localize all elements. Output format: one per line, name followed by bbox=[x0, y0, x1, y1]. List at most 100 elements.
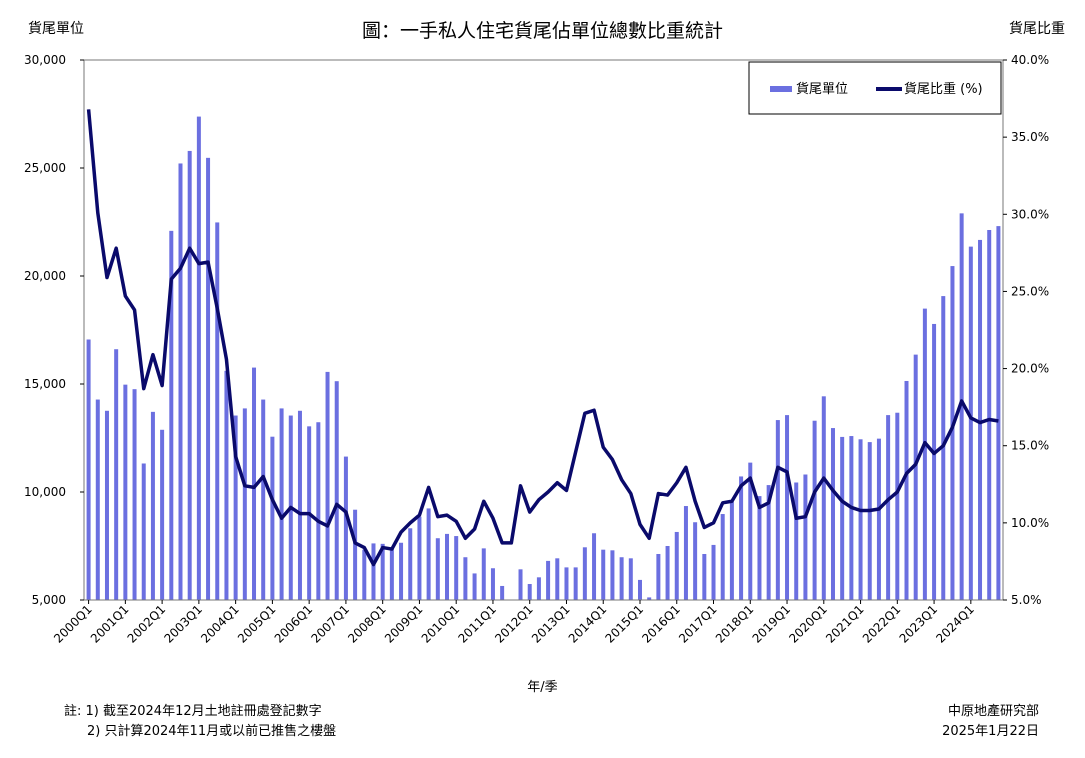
bar bbox=[123, 384, 128, 600]
note-1: 註: 1) 截至2024年12月土地註冊處登記數字 bbox=[64, 704, 322, 719]
x-tick-label: 2014Q1 bbox=[566, 602, 610, 646]
x-tick-label: 2000Q1 bbox=[51, 602, 95, 646]
bar bbox=[803, 474, 808, 600]
y-tick-label-left: 5,000 bbox=[32, 593, 66, 607]
x-tick-label: 2013Q1 bbox=[529, 602, 573, 646]
bar bbox=[371, 543, 376, 600]
bar bbox=[748, 462, 753, 600]
legend-bar-label: 貨尾單位 bbox=[796, 81, 848, 97]
bar bbox=[693, 522, 698, 600]
bar bbox=[316, 422, 321, 600]
bar bbox=[490, 568, 495, 600]
bar bbox=[169, 230, 174, 600]
bar bbox=[270, 436, 275, 600]
bar bbox=[150, 411, 155, 600]
x-tick-label: 2005Q1 bbox=[235, 602, 279, 646]
bar bbox=[463, 557, 468, 600]
x-tick-label: 2020Q1 bbox=[786, 602, 830, 646]
bar bbox=[785, 415, 790, 600]
chart-title: 圖：一手私人住宅貨尾佔單位總數比重統計 bbox=[361, 20, 723, 42]
legend-bar-swatch bbox=[770, 86, 792, 92]
bar bbox=[601, 549, 606, 600]
bar bbox=[196, 116, 201, 600]
bar bbox=[206, 157, 211, 600]
bar bbox=[555, 558, 560, 600]
y-tick-label-left: 30,000 bbox=[24, 53, 66, 67]
y-tick-label-right: 10.0% bbox=[1011, 516, 1049, 530]
bar bbox=[720, 514, 725, 600]
x-tick-label: 2023Q1 bbox=[897, 602, 941, 646]
bar bbox=[141, 463, 146, 600]
x-tick-label: 2009Q1 bbox=[382, 602, 426, 646]
bar bbox=[886, 415, 891, 600]
legend-line-label: 貨尾比重 (%) bbox=[904, 81, 983, 97]
bar bbox=[573, 567, 578, 600]
bar bbox=[729, 501, 734, 600]
y-tick-label-right: 35.0% bbox=[1011, 130, 1049, 144]
bar bbox=[426, 508, 431, 600]
bar bbox=[500, 585, 505, 600]
x-tick-label: 2007Q1 bbox=[308, 602, 352, 646]
bar bbox=[215, 222, 220, 600]
bar bbox=[849, 436, 854, 600]
bar bbox=[895, 412, 900, 600]
x-tick-label: 2021Q1 bbox=[823, 602, 867, 646]
bar bbox=[435, 538, 440, 600]
plot-frame bbox=[83, 59, 1004, 601]
bar bbox=[362, 549, 367, 600]
bar bbox=[932, 323, 937, 600]
bar bbox=[399, 542, 404, 600]
bar bbox=[408, 528, 413, 600]
bar bbox=[334, 381, 339, 600]
bar bbox=[978, 239, 983, 601]
x-tick-label: 2011Q1 bbox=[456, 602, 500, 646]
bar bbox=[279, 408, 284, 600]
bar bbox=[812, 420, 817, 600]
bar bbox=[941, 296, 946, 600]
y-tick-label-right: 5.0% bbox=[1011, 593, 1042, 607]
bar bbox=[950, 266, 955, 600]
x-tick-label: 2003Q1 bbox=[161, 602, 205, 646]
bar bbox=[996, 226, 1001, 600]
y-tick-label-right: 25.0% bbox=[1011, 284, 1049, 298]
bar bbox=[582, 547, 587, 600]
bar bbox=[160, 429, 165, 600]
bar bbox=[564, 567, 569, 600]
bar bbox=[224, 370, 229, 600]
y-tick-label-right: 15.0% bbox=[1011, 439, 1049, 453]
x-tick-label: 2022Q1 bbox=[860, 602, 904, 646]
bar bbox=[536, 577, 541, 600]
y-tick-label-left: 10,000 bbox=[24, 485, 66, 499]
bar bbox=[104, 410, 109, 600]
x-tick-label: 2001Q1 bbox=[88, 602, 132, 646]
x-tick-label: 2004Q1 bbox=[198, 602, 242, 646]
x-tick-label: 2019Q1 bbox=[750, 602, 794, 646]
bar bbox=[297, 410, 302, 600]
note-2: 2) 只計算2024年11月或以前已推售之樓盤 bbox=[87, 724, 337, 739]
bar bbox=[913, 354, 918, 600]
bar bbox=[968, 246, 973, 600]
x-tick-label: 2016Q1 bbox=[639, 602, 683, 646]
bar bbox=[132, 389, 137, 600]
y-tick-label-left: 20,000 bbox=[24, 269, 66, 283]
y-tick-label-right: 20.0% bbox=[1011, 362, 1049, 376]
bar bbox=[821, 396, 826, 600]
source-org: 中原地產研究部 bbox=[947, 704, 1039, 719]
bar bbox=[711, 544, 716, 600]
x-tick-label: 2008Q1 bbox=[345, 602, 389, 646]
bar bbox=[858, 439, 863, 600]
bar bbox=[242, 408, 247, 600]
bar bbox=[647, 597, 652, 600]
bar bbox=[252, 367, 257, 600]
y-tick-label-left: 25,000 bbox=[24, 161, 66, 175]
bar bbox=[86, 339, 91, 600]
bar bbox=[674, 531, 679, 600]
bar bbox=[417, 516, 422, 600]
bar bbox=[343, 456, 348, 600]
bar bbox=[665, 546, 670, 600]
bar bbox=[592, 533, 597, 600]
bar bbox=[261, 399, 266, 600]
x-tick-label: 2018Q1 bbox=[713, 602, 757, 646]
bar bbox=[867, 442, 872, 600]
